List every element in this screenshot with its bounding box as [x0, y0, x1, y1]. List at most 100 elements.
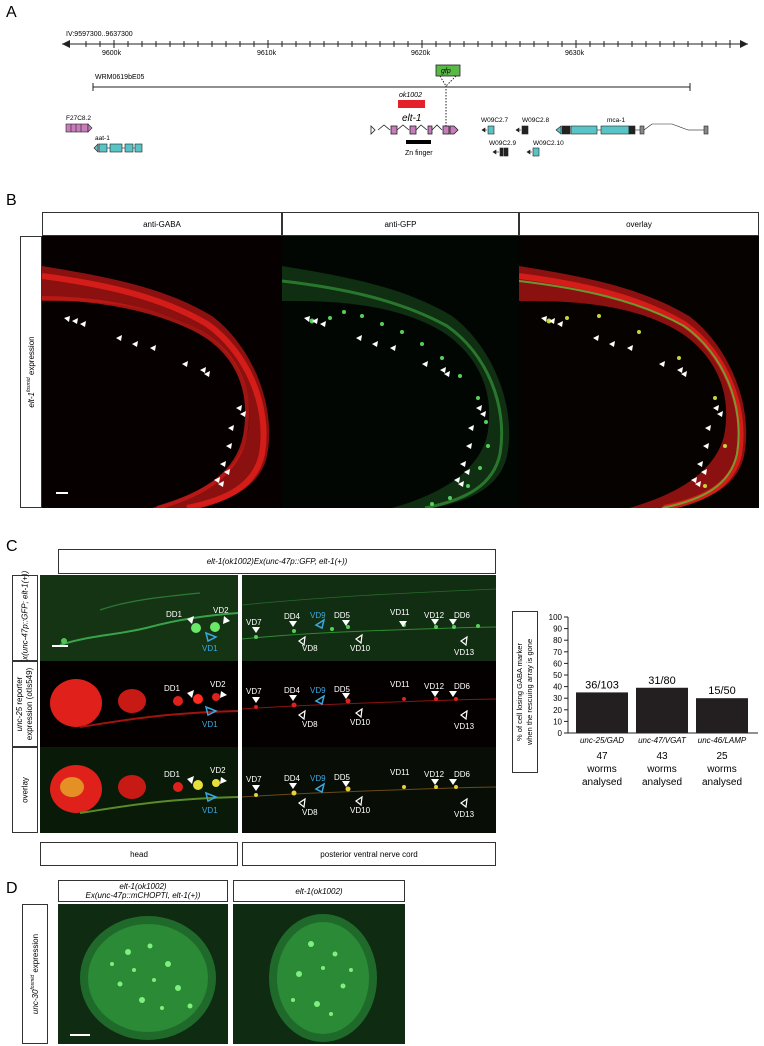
worms-analysed-text: analysed [702, 777, 742, 788]
gene-aat-1-model [93, 143, 143, 153]
gfp-insertion-box [435, 64, 461, 77]
gene-W09C2.9-model [492, 147, 509, 157]
label-posterior-vnc: posterior ventral nerve cord [242, 842, 496, 866]
chart-ylabel-box: % of cell losing GABA marker when the re… [512, 611, 538, 773]
panel-b-side-label: elt-1fosmid expression [20, 236, 42, 508]
label-vd9-r1: VD9 [310, 611, 326, 620]
label-vd9-r3: VD9 [310, 774, 326, 783]
label-vd10-r1: VD10 [350, 644, 371, 653]
gene-mca-1-model [555, 123, 709, 135]
genome-browser-diagram: IV:9597300..9637300 9600k 9610k 9620k 96… [62, 31, 748, 157]
gene-F27C8.2: F27C8.2 [66, 115, 91, 122]
y-tick-label: 20 [553, 706, 562, 715]
gene-W09C2.9: W09C2.9 [489, 140, 516, 147]
label-vd8-r3: VD8 [302, 808, 318, 817]
axis-tick-9610k: 9610k [257, 50, 277, 57]
unc25-italic: unc-25 [15, 706, 24, 732]
worms-analysed-text: worms [586, 764, 616, 775]
worms-analysed-text: analysed [642, 777, 682, 788]
bar-1 [636, 687, 688, 733]
scale-bar [56, 492, 68, 494]
c-row3-head: DD1 VD2 VD1 [40, 747, 238, 833]
gene-W09C2.8: W09C2.8 [522, 117, 549, 124]
c-row2-vnc: VD7 DD4 VD9 DD5 VD8 VD10 VD11 VD12 DD6 V… [242, 661, 496, 747]
elt1-fosmid-italic: elt-1 [26, 392, 36, 408]
y-tick-label: 80 [553, 636, 562, 645]
label-dd5-r3: DD5 [334, 773, 351, 782]
label-dd4-r2: DD4 [284, 686, 301, 695]
y-tick-label: 50 [553, 671, 562, 680]
scale-bar-d [70, 1034, 90, 1036]
y-tick-label: 0 [558, 729, 563, 738]
ylabel-line1: % of cell losing GABA marker [515, 643, 524, 741]
label-vd12-r2: VD12 [424, 682, 445, 691]
gene-W09C2.10: W09C2.10 [533, 140, 564, 147]
label-vd2-r2: VD2 [210, 680, 226, 689]
zinc-finger-label: Zn finger [405, 150, 433, 157]
label-dd6-r3: DD6 [454, 770, 471, 779]
worms-analysed-text: 25 [716, 751, 728, 762]
bar-category-label: unc-25/GAD [580, 736, 624, 745]
d-col2-text: elt-1(ok1002) [295, 886, 343, 896]
y-tick-label: 100 [549, 613, 563, 622]
d-nucleus-rescue [58, 904, 228, 1044]
gene-mca-1: mca-1 [607, 117, 625, 124]
label-dd4-r3: DD4 [284, 774, 301, 783]
bar-value-label: 31/80 [648, 675, 676, 687]
gene-W09C2.7: W09C2.7 [481, 117, 508, 124]
c-row3-vnc: VD7 DD4 VD9 DD5 VD8 VD10 VD11 VD12 DD6 V… [242, 747, 496, 833]
label-vd12-r1: VD12 [424, 611, 445, 620]
panel-a-label: A [6, 4, 17, 21]
label-vd13-r1: VD13 [454, 648, 475, 657]
fosmid-label: WRM0619bE05 [95, 74, 145, 81]
label-dd5-r2: DD5 [334, 685, 351, 694]
deletion-box [398, 100, 425, 108]
micrograph-overlay [519, 236, 759, 508]
label-vd9-r2: VD9 [310, 686, 326, 695]
axis-tick-9630k: 9630k [565, 50, 585, 57]
expression-text: expression [26, 336, 36, 378]
y-tick-label: 30 [553, 694, 562, 703]
label-vd1-r2: VD1 [202, 720, 218, 729]
ylabel-line2: when the rescuing array is gone [525, 638, 534, 746]
label-vd2-r3: VD2 [210, 766, 226, 775]
d-col2-header: elt-1(ok1002) [233, 880, 405, 902]
panel-c-label: C [6, 538, 18, 555]
c-row1-vnc: VD7 DD4 VD9 DD5 VD8 VD10 VD11 VD12 DD6 V… [242, 575, 496, 661]
y-tick-label: 70 [553, 648, 562, 657]
header-overlay: overlay [519, 212, 759, 236]
bar-2 [696, 698, 748, 733]
gene-W09C2.7-model [481, 125, 495, 135]
d-col1-line2: Ex(unc-47p::mCHOPTI, elt-1(+)) [85, 891, 201, 900]
elt1-gene-label: elt-1 [402, 113, 421, 124]
panel-d-label: D [6, 880, 18, 897]
otIs549-text: expression (otIs549) [25, 667, 34, 741]
row3-side-label: overlay [12, 747, 38, 833]
reporter-text: reporter [15, 676, 24, 707]
label-vd12-r3: VD12 [424, 770, 445, 779]
y-tick-label: 60 [553, 659, 562, 668]
label-dd4-r1: DD4 [284, 612, 301, 621]
label-vd10-r3: VD10 [350, 806, 371, 815]
label-dd6-r2: DD6 [454, 682, 471, 691]
d-nucleus-mutant [233, 904, 405, 1044]
header-anti-gfp: anti-GFP [282, 212, 519, 236]
row1-side-text: Ex(unc-47p::GFP; elt-1(+)) [20, 570, 30, 666]
d-col1-header: elt-1(ok1002) Ex(unc-47p::mCHOPTI, elt-1… [58, 880, 228, 902]
label-vd11-r2: VD11 [390, 680, 410, 689]
axis-minor-ticks [85, 40, 731, 48]
scale-bar-c [52, 645, 68, 647]
bar-0 [576, 692, 628, 733]
row2-side-label: unc-25 reporter expression (otIs549) [12, 661, 38, 747]
y-tick-label: 90 [553, 625, 562, 634]
label-vd7-r2: VD7 [246, 687, 262, 696]
label-vd8-r1: VD8 [302, 644, 318, 653]
axis-coordinate: IV:9597300..9637300 [66, 31, 133, 38]
label-vd8-r2: VD8 [302, 720, 318, 729]
bar-category-label: unc-47/VGAT [638, 736, 687, 745]
allele-label: ok1002 [399, 92, 422, 99]
c-row1-head: DD1 VD2 VD1 [40, 575, 238, 661]
bar-value-label: 36/103 [585, 679, 619, 691]
header-anti-gaba: anti-GABA [42, 212, 282, 236]
micrograph-anti-gaba [42, 236, 282, 508]
